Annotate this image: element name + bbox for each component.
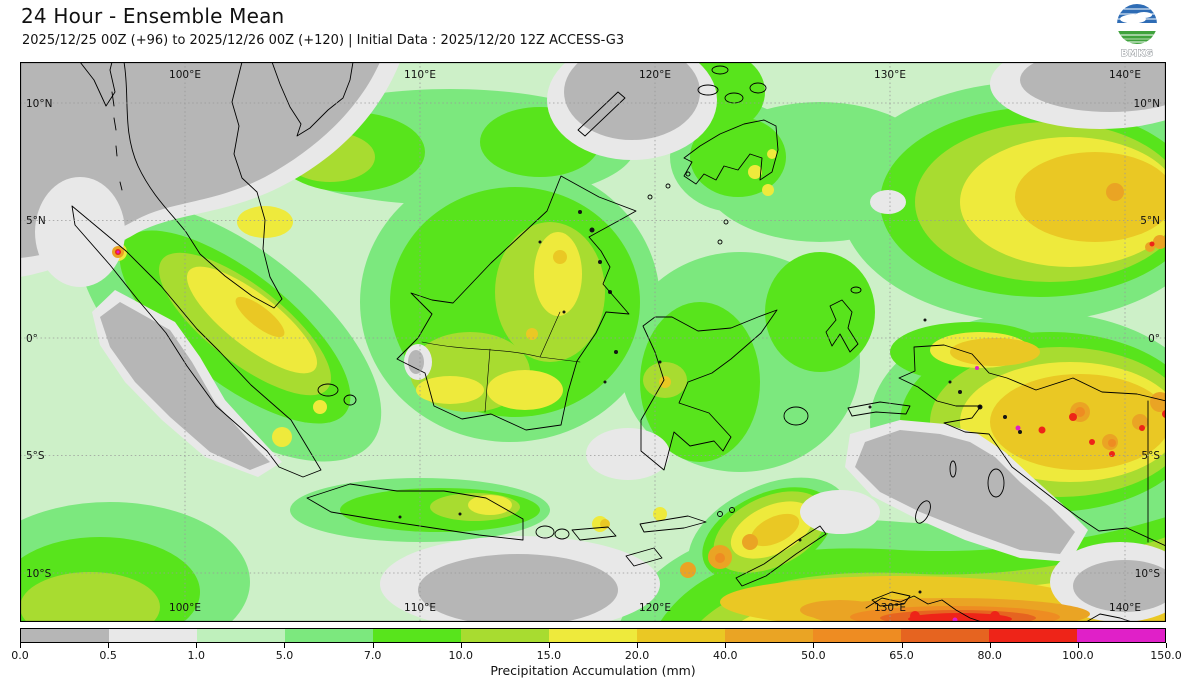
colorbar-tick-label: 100.0 [1062, 649, 1094, 662]
colorbar-tick-label: 1.0 [187, 649, 206, 662]
colorbar-segment [989, 629, 1077, 642]
colorbar-segment [373, 629, 461, 642]
colorbar-tick-label: 7.0 [363, 649, 382, 662]
lon-label-bottom-2: 120°E [639, 602, 671, 614]
colorbar-tick [20, 643, 21, 648]
lat-label-left-4: 10°S [26, 568, 52, 580]
colorbar-segment [549, 629, 637, 642]
colorbar-tick [1166, 643, 1167, 648]
colorbar-tick [901, 643, 903, 648]
lat-label-right-1: 5°N [1140, 215, 1160, 227]
colorbar-tick [284, 643, 286, 648]
colorbar-segment [813, 629, 901, 642]
colorbar-segment [725, 629, 813, 642]
map-border [20, 62, 1166, 622]
coastlines [71, 62, 1166, 622]
lat-label-right-2: 0° [1148, 333, 1160, 345]
lat-label-right-3: 5°S [1141, 450, 1160, 462]
colorbar-segment [637, 629, 725, 642]
colorbar-tick [548, 643, 550, 648]
graticule-labels: 100°E 110°E 120°E 130°E 140°E 100°E 110°… [26, 69, 1160, 614]
colorbar-tick [637, 643, 639, 648]
lon-label-top-3: 130°E [874, 69, 906, 81]
colorbar-tick [1077, 643, 1079, 648]
colorbar-axis-label: Precipitation Accumulation (mm) [490, 663, 696, 678]
lon-label-top-1: 110°E [404, 69, 436, 81]
lat-label-left-0: 10°N [26, 98, 52, 110]
colorbar [20, 628, 1166, 643]
precipitation-map: 100°E 110°E 120°E 130°E 140°E 100°E 110°… [20, 62, 1166, 622]
colorbar-tick-label: 15.0 [536, 649, 562, 662]
colorbar-tick-label: 50.0 [801, 649, 826, 662]
lon-label-bottom-1: 110°E [404, 602, 436, 614]
colorbar-tick-label: 80.0 [977, 649, 1002, 662]
colorbar-tick-label: 5.0 [275, 649, 294, 662]
lon-label-top-4: 140°E [1109, 69, 1141, 81]
lat-label-right-4: 10°S [1135, 568, 1161, 580]
colorbar-tick [196, 643, 198, 648]
colorbar-tick [372, 643, 374, 648]
lon-label-bottom-0: 100°E [169, 602, 201, 614]
lat-label-left-1: 5°N [26, 215, 46, 227]
colorbar-tick [989, 643, 991, 648]
colorbar-segment [901, 629, 989, 642]
colorbar-tick-label: 0.0 [11, 649, 29, 662]
colorbar-tick [460, 643, 462, 648]
colorbar-tick-label: 150.0 [1150, 649, 1182, 662]
colorbar-tick-label: 0.5 [99, 649, 117, 662]
lat-label-left-3: 5°S [26, 450, 45, 462]
bmkg-logo: BMKG [1117, 4, 1157, 60]
colorbar-segment [21, 629, 109, 642]
colorbar-segment [109, 629, 197, 642]
colorbar-tick-label: 10.0 [448, 649, 474, 662]
colorbar-tick [813, 643, 815, 648]
colorbar-tick-label: 40.0 [712, 649, 738, 662]
dry-areas [20, 62, 1166, 622]
heavy-rain-cores [112, 183, 1166, 622]
lon-label-top-0: 100°E [169, 69, 201, 81]
forecast-period-subtitle: 2025/12/25 00Z (+96) to 2025/12/26 00Z (… [22, 33, 625, 48]
colorbar-tick-label: 20.0 [624, 649, 650, 662]
colorbar-segment [461, 629, 549, 642]
lon-label-top-2: 120°E [639, 69, 671, 81]
colorbar-segment [197, 629, 285, 642]
colorbar-tick [725, 643, 727, 648]
colorbar-tick [108, 643, 110, 648]
lon-label-bottom-3: 130°E [874, 602, 906, 614]
lat-label-left-2: 0° [26, 333, 38, 345]
lat-label-right-0: 10°N [1134, 98, 1160, 110]
bmkg-logo-text: BMKG [1121, 49, 1153, 59]
colorbar-segment [285, 629, 373, 642]
colorbar-tick-label: 65.0 [889, 649, 914, 662]
terrain-speckles [398, 210, 1022, 594]
bmkg-logo-globe [1117, 4, 1157, 44]
gridlines [20, 62, 1166, 622]
colorbar-segment [1077, 629, 1165, 642]
lon-label-bottom-4: 140°E [1109, 602, 1141, 614]
page-title: 24 Hour - Ensemble Mean [21, 4, 285, 28]
